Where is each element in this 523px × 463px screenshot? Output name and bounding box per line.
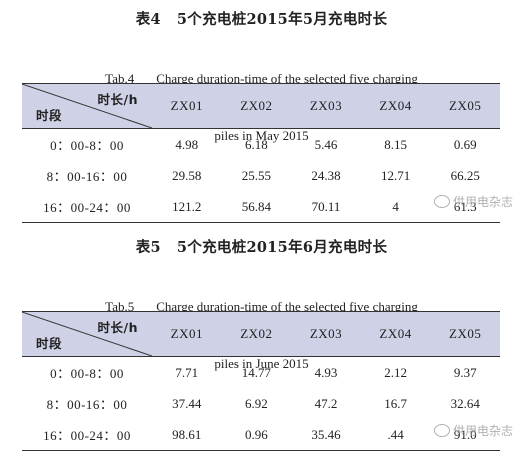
value-cell: 37.44	[172, 395, 202, 411]
table5-corner-cell: 时长/h 时段	[22, 311, 152, 357]
table5: 时长/h 时段 ZX01 ZX02 ZX03 ZX04 ZX05 0：00-8：…	[22, 311, 500, 451]
table5-caption-cn: 5个充电桩2015年6月充电时长	[176, 239, 388, 256]
watermark: 供用电杂志	[433, 422, 513, 439]
period-cell: 16：00-24：00	[22, 419, 152, 451]
value-cell: 0.69	[453, 136, 477, 152]
value-cell: 24.38	[311, 167, 341, 183]
table5-corner-period-label: 时段	[36, 336, 63, 351]
value-cell: 25.55	[241, 167, 272, 183]
value-cell: 6.18	[245, 136, 268, 152]
table4-col-header: ZX03	[291, 83, 361, 129]
table4-title-en: Tab.4 Charge duration-time of the selecte…	[0, 31, 523, 164]
period-cell: 0：00-8：00	[50, 366, 124, 381]
table5-col-header: ZX03	[291, 311, 361, 357]
value-cell: 66.25	[450, 167, 480, 183]
table4-corner-cell: 时长/h 时段	[22, 83, 152, 129]
table5-title-en: Tab.5 Charge duration-time of the selecte…	[0, 259, 523, 392]
table4-col-header: ZX01	[152, 83, 222, 129]
table4-caption-cn: 5个充电桩2015年5月充电时长	[176, 11, 388, 28]
table5-header-row: 时长/h 时段 ZX01 ZX02 ZX03 ZX04 ZX05	[22, 311, 500, 357]
table-row: 0：00-8：00 7.71 14.77 4.93 2.12 9.37	[22, 357, 500, 389]
table5-corner-duration-label: 时长/h	[97, 320, 138, 335]
table-row: 16：00-24：00 98.61 0.96 35.46 .44 91.0	[22, 419, 500, 451]
table5-col-header: ZX05	[430, 311, 500, 357]
table4: 时长/h 时段 ZX01 ZX02 ZX03 ZX04 ZX05 0：00-8：…	[22, 83, 500, 223]
table5-col-header: ZX02	[221, 311, 292, 357]
table5-title-cn: 表5 5个充电桩2015年6月充电时长	[0, 236, 523, 257]
period-cell: 16：00-24：00	[22, 191, 152, 223]
table-row: 8：00-16：00 29.58 25.55 24.38 12.71 66.25	[22, 160, 500, 191]
value-cell: 4.98	[175, 136, 199, 152]
table5-caption-en-line2: piles in June 2015	[214, 356, 309, 371]
value-cell: 70.11	[291, 191, 361, 223]
diagonal-line	[22, 84, 152, 128]
table4-number-en: Tab.4	[105, 71, 135, 86]
period-cell: 8：00-16：00	[46, 169, 128, 184]
table5-number-en: Tab.5	[105, 299, 135, 314]
watermark-text: 供用电杂志	[452, 195, 513, 209]
table5-col-header: ZX01	[152, 311, 222, 357]
table4-caption-en-line2: piles in May 2015	[214, 128, 309, 143]
value-cell: 5.46	[314, 136, 338, 152]
table-row: 8：00-16：00 37.44 6.92 47.2 16.7 32.64	[22, 388, 500, 419]
table4-number-cn: 表4	[135, 11, 161, 28]
value-cell: .44	[360, 419, 431, 451]
table4-col-header: ZX05	[430, 83, 500, 129]
value-cell: 9.37	[453, 364, 477, 380]
value-cell: 16.7	[384, 395, 407, 411]
value-cell: 8.15	[384, 136, 407, 152]
table4-title-cn: 表4 5个充电桩2015年5月充电时长	[0, 8, 523, 29]
value-cell: 12.71	[380, 167, 411, 183]
table4-caption-en-line1: Charge duration-time of the selected fiv…	[156, 71, 418, 86]
table4-corner-period-label: 时段	[36, 108, 63, 123]
table5-col-header: ZX04	[360, 311, 431, 357]
table4-corner-duration-label: 时长/h	[97, 92, 138, 107]
value-cell: 47.2	[314, 395, 338, 411]
value-cell: 4.93	[314, 364, 338, 380]
period-cell: 0：00-8：00	[50, 138, 124, 153]
value-cell: 121.2	[152, 191, 222, 223]
diagonal-line	[22, 312, 152, 356]
table4-header-row: 时长/h 时段 ZX01 ZX02 ZX03 ZX04 ZX05	[22, 83, 500, 129]
table-row: 16：00-24：00 121.2 56.84 70.11 4 61.3	[22, 191, 500, 223]
value-cell: 7.71	[175, 364, 199, 380]
watermark-text: 供用电杂志	[452, 424, 513, 438]
value-cell: 56.84	[221, 191, 292, 223]
table4-col-header: ZX04	[360, 83, 431, 129]
value-cell: 6.92	[245, 395, 268, 411]
value-cell: 4	[360, 191, 431, 223]
table-row: 0：00-8：00 4.98 6.18 5.46 8.15 0.69	[22, 129, 500, 161]
watermark: 供用电杂志	[433, 193, 513, 210]
table5-number-cn: 表5	[135, 239, 161, 256]
value-cell: 98.61	[152, 419, 222, 451]
wechat-icon	[433, 424, 450, 437]
wechat-icon	[433, 195, 450, 208]
table5-caption-en-line1: Charge duration-time of the selected fiv…	[156, 299, 418, 314]
value-cell: 29.58	[172, 167, 202, 183]
period-cell: 8：00-16：00	[46, 397, 128, 412]
value-cell: 2.12	[384, 364, 407, 380]
value-cell: 32.64	[450, 395, 480, 411]
value-cell: 0.96	[221, 419, 292, 451]
table4-col-header: ZX02	[221, 83, 292, 129]
value-cell: 35.46	[291, 419, 361, 451]
value-cell: 14.77	[241, 364, 272, 380]
